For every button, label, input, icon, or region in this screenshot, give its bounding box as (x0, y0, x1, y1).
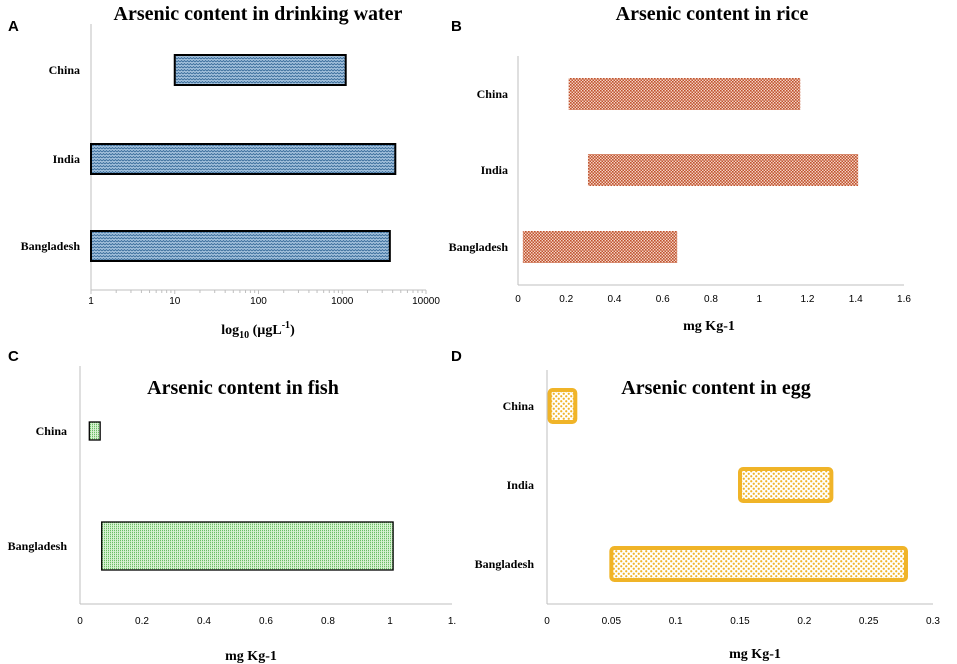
chart-d-x-ticks: 0 0.05 0.1 0.15 0.2 0.25 0.3 (544, 616, 940, 627)
chart-d-tick-label: 0.15 (730, 616, 750, 627)
chart-d-tick-label: 0 (544, 616, 550, 627)
chart-b-title: Arsenic content in rice (616, 3, 809, 25)
chart-b-bars (522, 78, 859, 263)
chart-d-tick-label: 0.3 (926, 616, 940, 627)
panel-label-d: D (451, 348, 462, 365)
chart-d-tick-label: 0.05 (602, 616, 622, 627)
chart-b-category-bangladesh: Bangladesh (449, 240, 509, 254)
chart-d-category-bangladesh: Bangladesh (475, 557, 535, 571)
chart-a-x-ticks: 1 10 100 1000 10000 (88, 290, 440, 307)
chart-d-tick-label: 0.25 (859, 616, 879, 627)
chart-b-bar-bangladesh (522, 231, 678, 263)
chart-c-tick-label: 0 (77, 616, 83, 627)
chart-c-tick-label: 1. (448, 616, 456, 627)
chart-a-bar-bangladesh (90, 230, 391, 262)
chart-c-bar-bangladesh (101, 521, 394, 571)
chart-b-tick-label: 0.8 (704, 294, 718, 305)
chart-a-title: Arsenic content in drinking water (114, 3, 403, 25)
chart-a-category-china: China (49, 63, 80, 77)
chart-c-x-label: mg Kg-1 (225, 649, 277, 664)
chart-c-category-bangladesh: Bangladesh (8, 539, 68, 553)
chart-c-tick-label: 1 (387, 616, 393, 627)
chart-b-category-china: China (477, 87, 508, 101)
chart-d-category-india: India (507, 478, 534, 492)
panel-a: A Arsenic content in drinking water Chin… (8, 3, 440, 341)
chart-a-category-india: India (53, 152, 80, 166)
chart-d-bar-india (738, 467, 834, 503)
chart-c-x-ticks: 0 0.2 0.4 0.6 0.8 1 1. (77, 616, 456, 627)
chart-a-tick-label: 10 (169, 296, 181, 307)
chart-c-tick-label: 0.4 (197, 616, 211, 627)
chart-d-bar-bangladesh (609, 546, 908, 582)
chart-a-category-bangladesh: Bangladesh (21, 239, 81, 253)
chart-a-tick-label: 1000 (331, 296, 354, 307)
chart-c-tick-label: 0.6 (259, 616, 273, 627)
chart-b-x-ticks: 0 0.2 0.4 0.6 0.8 1 1.2 1.4 1.6 (515, 294, 911, 305)
panel-label-c: C (8, 348, 19, 365)
chart-b-tick-label: 1.6 (897, 294, 911, 305)
chart-a-tick-label: 1 (88, 296, 94, 307)
chart-d-bars (547, 388, 908, 582)
chart-a-x-label: log10 (µgL-1) (221, 320, 295, 341)
chart-b-tick-label: 1.4 (849, 294, 863, 305)
chart-c-bars (88, 421, 394, 571)
chart-c-bar-china (88, 421, 101, 441)
chart-a-bar-china (173, 54, 347, 86)
panel-c: C Arsenic content in fish China Banglades… (8, 348, 457, 664)
chart-b-tick-label: 0.4 (608, 294, 622, 305)
chart-d-category-labels: China India Bangladesh (475, 399, 535, 571)
panel-label-b: B (451, 18, 462, 35)
chart-d-title: Arsenic content in egg (621, 377, 810, 399)
chart-c-tick-label: 0.8 (321, 616, 335, 627)
chart-b-bar-china (568, 78, 801, 110)
chart-c-category-labels: China Bangladesh (8, 424, 68, 553)
chart-b-tick-label: 0.2 (559, 294, 573, 305)
chart-b-tick-label: 1.2 (801, 294, 815, 305)
chart-d-tick-label: 0.1 (669, 616, 683, 627)
chart-a-tick-label: 10000 (412, 296, 440, 307)
chart-b-category-india: India (481, 163, 508, 177)
chart-a-category-labels: China India Bangladesh (21, 63, 81, 253)
chart-b-tick-label: 1 (756, 294, 762, 305)
chart-d-tick-label: 0.2 (797, 616, 811, 627)
panel-d: D Arsenic content in egg China India Bangl… (451, 348, 940, 662)
chart-b-tick-label: 0 (515, 294, 521, 305)
chart-a-bar-india (90, 143, 397, 175)
chart-b-x-label: mg Kg-1 (683, 319, 735, 334)
chart-b-category-labels: China India Bangladesh (449, 87, 509, 254)
chart-b-bar-india (587, 154, 859, 186)
chart-d-x-label: mg Kg-1 (729, 647, 781, 662)
chart-c-category-china: China (36, 424, 67, 438)
chart-c-title: Arsenic content in fish (147, 377, 339, 399)
panel-label-a: A (8, 18, 19, 35)
chart-b-tick-label: 0.6 (656, 294, 670, 305)
chart-a-bars (90, 54, 397, 262)
chart-a-tick-label: 100 (250, 296, 267, 307)
chart-d-bar-china (547, 388, 578, 424)
chart-d-category-china: China (503, 399, 534, 413)
panel-b: B Arsenic content in rice China India Bang… (449, 3, 912, 334)
chart-c-tick-label: 0.2 (135, 616, 149, 627)
